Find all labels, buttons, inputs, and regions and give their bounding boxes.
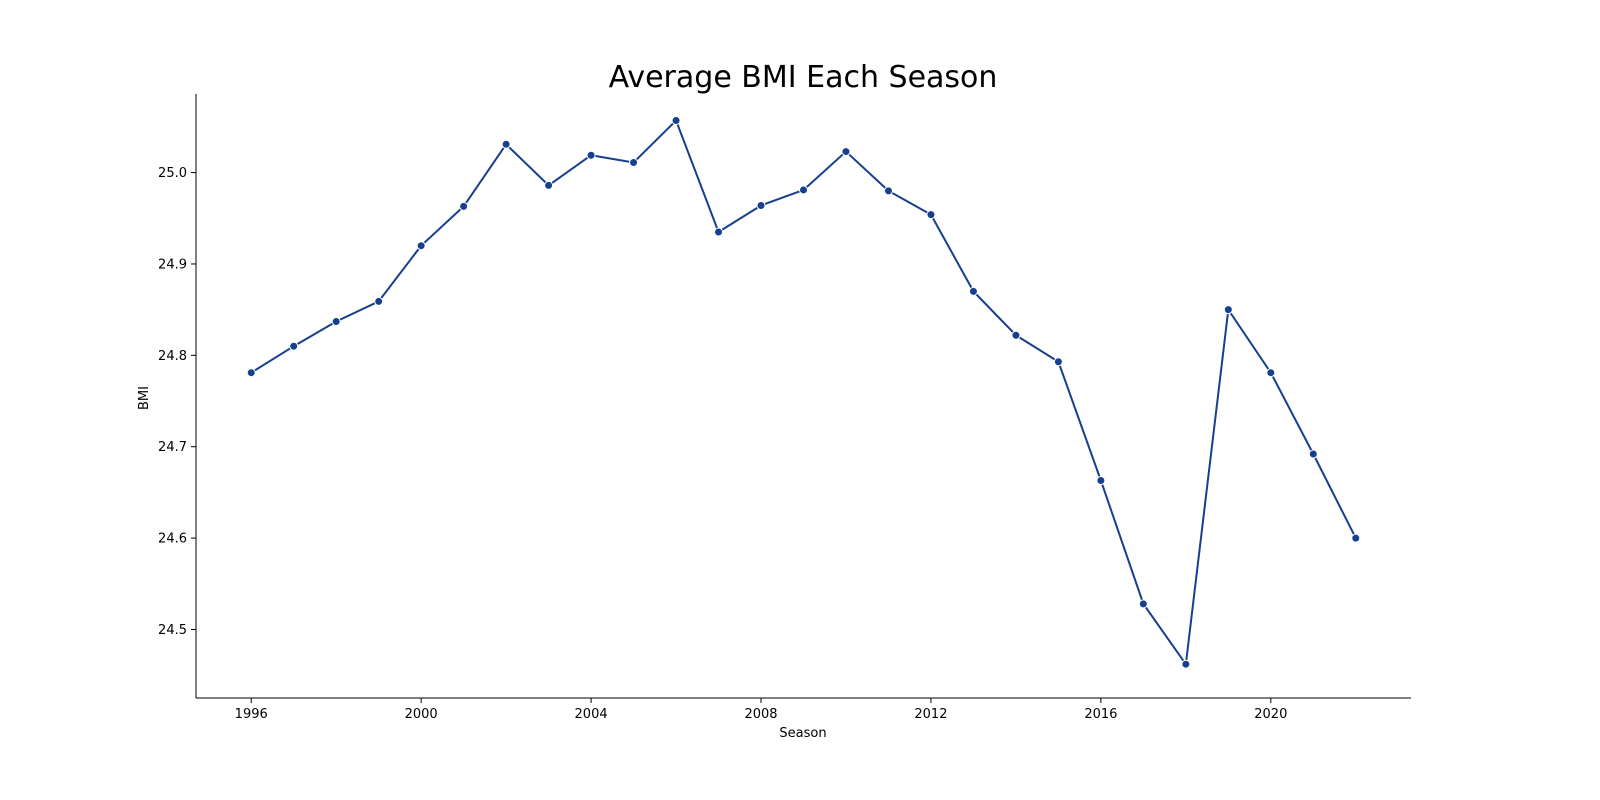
data-point (799, 185, 808, 195)
data-point (1053, 357, 1063, 367)
y-ticks: 24.5 24.6 24.7 24.8 24.9 25.0 (158, 166, 196, 638)
data-point (416, 241, 426, 251)
data-point (883, 186, 893, 196)
data-point (1308, 449, 1318, 459)
series-layer (246, 116, 1361, 669)
x-tick-label: 2012 (914, 707, 947, 722)
data-point (1011, 330, 1021, 340)
x-ticks: 1996 2000 2004 2008 2012 2016 2020 (235, 698, 1287, 722)
data-point (714, 227, 724, 237)
data-point (756, 200, 766, 210)
data-point (459, 201, 469, 211)
data-point (968, 286, 978, 296)
y-tick-label: 25.0 (158, 166, 187, 181)
y-tick-label: 24.8 (158, 349, 187, 364)
data-point (289, 341, 299, 351)
x-tick-label: 2004 (575, 707, 608, 722)
x-tick-label: 2016 (1084, 707, 1117, 722)
y-tick-label: 24.5 (158, 623, 187, 638)
data-point (841, 147, 851, 157)
data-point (671, 116, 681, 125)
x-tick-label: 2000 (405, 707, 438, 722)
data-point (374, 296, 384, 306)
x-tick-label: 2020 (1254, 707, 1287, 722)
data-point (926, 210, 936, 220)
x-tick-label: 1996 (235, 707, 268, 722)
data-point (629, 158, 639, 168)
series-line (250, 119, 1357, 666)
x-tick-label: 2008 (744, 707, 777, 722)
x-axis-label: Season (779, 726, 826, 741)
data-point (1138, 599, 1148, 609)
y-tick-label: 24.6 (158, 532, 187, 547)
data-point (331, 317, 341, 327)
data-point (544, 180, 554, 190)
chart-title: Average BMI Each Season (609, 60, 998, 95)
data-point (1181, 659, 1191, 669)
data-point (1266, 368, 1276, 378)
y-tick-label: 24.9 (158, 257, 187, 272)
data-point (1096, 476, 1106, 486)
y-axis-label: BMI (137, 386, 152, 410)
data-point (246, 368, 256, 378)
data-point (501, 139, 511, 149)
y-tick-label: 24.7 (158, 440, 187, 455)
data-point (1223, 305, 1233, 315)
data-point (1351, 533, 1361, 543)
data-point (586, 150, 596, 160)
